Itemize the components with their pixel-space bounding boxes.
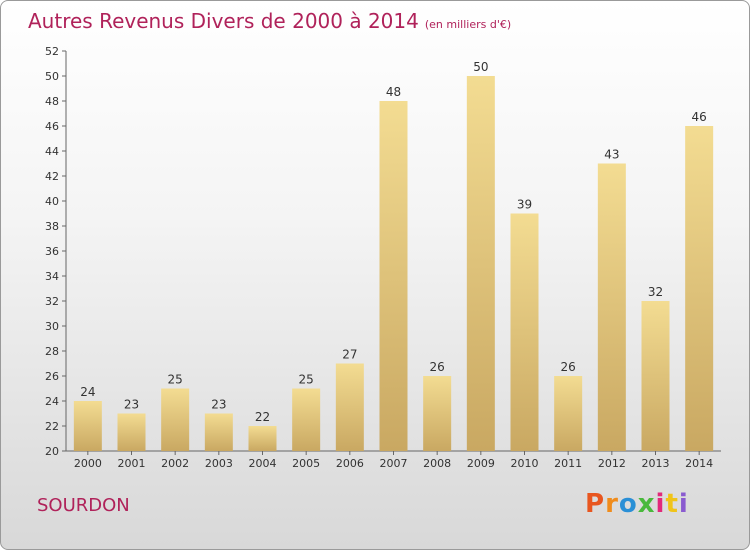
bar-2005 — [292, 388, 321, 451]
x-tick-label-2009: 2009 — [467, 457, 495, 470]
value-label-2004: 22 — [255, 410, 270, 424]
bar-2014 — [685, 126, 714, 451]
chart-bars: 24 23 25 23 22 25 27 48 26 50 39 26 43 32 46 — [73, 60, 714, 451]
x-tick-label-2011: 2011 — [554, 457, 582, 470]
bar-2000 — [73, 401, 102, 451]
y-tick-label: 24 — [45, 395, 59, 408]
bar-2008 — [423, 376, 452, 451]
bar-2007 — [379, 101, 408, 451]
value-label-2010: 39 — [517, 198, 532, 212]
y-tick-label: 34 — [45, 270, 59, 283]
y-tick-label: 36 — [45, 245, 59, 258]
x-tick-label-2007: 2007 — [380, 457, 408, 470]
chart-title: Autres Revenus Divers de 2000 à 2014 (en … — [28, 9, 511, 33]
x-tick-label-2001: 2001 — [118, 457, 146, 470]
y-tick-label: 38 — [45, 220, 59, 233]
y-tick-label: 40 — [45, 195, 59, 208]
value-label-2006: 27 — [342, 348, 357, 362]
bar-2006 — [335, 363, 364, 451]
bar-2004 — [248, 426, 277, 451]
x-tick-label-2014: 2014 — [685, 457, 713, 470]
y-tick-label: 50 — [45, 70, 59, 83]
bar-2013 — [641, 301, 670, 451]
bar-2001 — [117, 413, 146, 451]
chart-axes: 20 22 24 26 28 30 32 34 36 38 40 42 44 46 48 50 52 2000 20… — [45, 45, 721, 470]
y-tick-label: 32 — [45, 295, 59, 308]
value-label-2000: 24 — [80, 385, 95, 399]
value-label-2002: 25 — [168, 373, 183, 387]
y-tick-label: 28 — [45, 345, 59, 358]
value-label-2012: 43 — [604, 148, 619, 162]
value-label-2007: 48 — [386, 85, 401, 99]
bar-2002 — [161, 388, 190, 451]
bar-2003 — [204, 413, 233, 451]
y-tick-label: 22 — [45, 420, 59, 433]
y-tick-label: 48 — [45, 95, 59, 108]
logo-letter: x — [637, 489, 656, 519]
y-tick-label: 20 — [45, 445, 59, 458]
logo-letter: t — [665, 489, 679, 519]
x-tick-label-2005: 2005 — [292, 457, 320, 470]
chart-title-text: Autres Revenus Divers de 2000 à 2014 — [28, 9, 419, 33]
logo-letter: i — [655, 489, 666, 519]
y-tick-label: 46 — [45, 120, 59, 133]
bar-2011 — [554, 376, 583, 451]
value-label-2008: 26 — [430, 360, 445, 374]
y-tick-label: 44 — [45, 145, 59, 158]
value-label-2001: 23 — [124, 398, 139, 412]
bar-2012 — [597, 163, 626, 451]
y-tick-label: 52 — [45, 45, 59, 58]
bar-2009 — [466, 76, 495, 451]
chart-unit: (en milliers d'€) — [424, 18, 512, 31]
x-tick-label-2012: 2012 — [598, 457, 626, 470]
x-tick-label-2000: 2000 — [74, 457, 102, 470]
x-tick-label-2013: 2013 — [642, 457, 670, 470]
logo-letter: P — [585, 489, 606, 519]
value-label-2009: 50 — [473, 60, 488, 74]
bar-2010 — [510, 213, 539, 451]
x-tick-label-2004: 2004 — [249, 457, 277, 470]
x-tick-label-2002: 2002 — [161, 457, 189, 470]
value-label-2003: 23 — [211, 398, 226, 412]
value-label-2005: 25 — [299, 373, 314, 387]
y-tick-label: 30 — [45, 320, 59, 333]
logo-letter: r — [605, 489, 619, 519]
logo-letter: i — [678, 489, 689, 519]
x-tick-label-2003: 2003 — [205, 457, 233, 470]
value-label-2014: 46 — [692, 110, 707, 124]
x-tick-label-2010: 2010 — [511, 457, 539, 470]
y-tick-label: 26 — [45, 370, 59, 383]
place-name: SOURDON — [37, 495, 130, 516]
logo-letter: o — [618, 489, 638, 519]
value-label-2011: 26 — [561, 360, 576, 374]
y-tick-label: 42 — [45, 170, 59, 183]
x-tick-label-2006: 2006 — [336, 457, 364, 470]
x-tick-label-2008: 2008 — [423, 457, 451, 470]
value-label-2013: 32 — [648, 285, 663, 299]
proxiti-logo: Proxiti — [585, 489, 689, 519]
